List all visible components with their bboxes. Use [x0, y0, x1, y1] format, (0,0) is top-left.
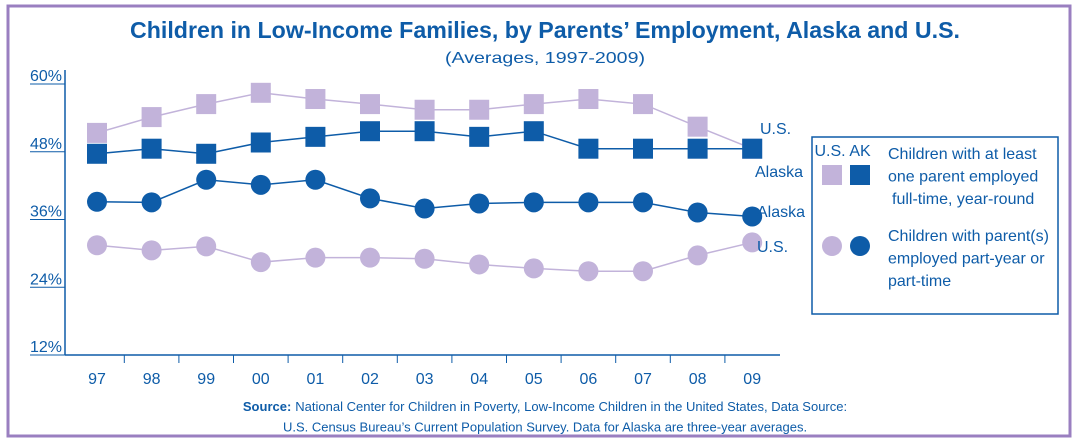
x-tick-label: 97 [88, 371, 106, 388]
marker [578, 192, 599, 213]
marker [141, 138, 162, 159]
x-tick-label: 01 [307, 371, 325, 388]
chart-subtitle: (Averages, 1997-2009) [445, 50, 645, 67]
marker [414, 121, 435, 142]
marker [687, 116, 708, 137]
marker [360, 121, 380, 142]
y-tick-label: 24% [30, 271, 62, 288]
marker [141, 107, 162, 128]
series-label: U.S. [760, 121, 791, 138]
x-tick-label: 05 [525, 371, 543, 388]
marker [523, 121, 544, 142]
marker [414, 198, 435, 219]
marker [742, 138, 763, 159]
series-label: U.S. [757, 239, 788, 256]
legend-label: Children with parent(s) [888, 228, 1049, 245]
marker [360, 247, 380, 268]
marker [360, 188, 380, 209]
legend-marker [850, 165, 870, 185]
legend-label: employed part-year or [888, 251, 1045, 268]
y-tick-label: 60% [30, 68, 62, 85]
legend-marker [850, 236, 870, 256]
legend-marker [822, 165, 842, 185]
marker [523, 192, 544, 213]
marker [196, 94, 217, 115]
x-tick-label: 07 [634, 371, 652, 388]
marker [469, 126, 490, 147]
marker [687, 138, 708, 159]
marker [742, 232, 763, 253]
marker [141, 240, 162, 261]
marker [578, 138, 599, 159]
marker [305, 169, 326, 190]
x-tick-label: 03 [416, 371, 434, 388]
x-tick-label: 06 [580, 371, 598, 388]
x-tick-label: 09 [743, 371, 761, 388]
marker [360, 94, 380, 115]
marker [87, 235, 107, 256]
legend-label: one parent employed [888, 169, 1038, 186]
marker [687, 202, 708, 223]
marker [523, 94, 544, 115]
marker [196, 143, 217, 164]
marker [196, 236, 217, 257]
marker [523, 258, 544, 279]
legend-marker [822, 236, 842, 256]
marker [250, 174, 271, 195]
legend-header: AK [849, 143, 871, 160]
marker [469, 99, 490, 120]
marker [633, 94, 653, 115]
marker [633, 138, 653, 159]
x-tick-label: 08 [689, 371, 707, 388]
marker [305, 126, 326, 147]
marker [633, 261, 653, 282]
y-tick-label: 48% [30, 136, 62, 153]
y-tick-label: 36% [30, 204, 62, 221]
x-tick-label: 98 [143, 371, 161, 388]
y-tick-label: 12% [30, 339, 62, 356]
legend-label: Children with at least [888, 146, 1037, 163]
source-text: U.S. Census Bureau’s Current Population … [283, 419, 807, 434]
x-tick-label: 02 [361, 371, 379, 388]
legend-label: full-time, year-round [892, 191, 1034, 208]
marker [87, 191, 107, 212]
legend-label: part-time [888, 273, 951, 290]
marker [578, 261, 599, 282]
series-label: Alaska [757, 204, 805, 221]
marker [742, 206, 763, 227]
marker [141, 192, 162, 213]
marker [250, 252, 271, 273]
x-tick-label: 04 [470, 371, 488, 388]
marker [305, 89, 326, 110]
x-tick-label: 99 [197, 371, 215, 388]
x-tick-label: 00 [252, 371, 270, 388]
marker [305, 247, 326, 268]
source: Source: National Center for Children in P… [243, 399, 847, 414]
marker [87, 122, 107, 143]
chart-title: Children in Low-Income Families, by Pare… [130, 17, 960, 43]
source-label: Source: [243, 399, 291, 414]
marker [250, 82, 271, 103]
marker [414, 99, 435, 120]
marker [196, 169, 217, 190]
marker [633, 192, 653, 213]
series-label: Alaska [755, 164, 803, 181]
marker [469, 254, 490, 275]
marker [687, 245, 708, 266]
source-text: National Center for Children in Poverty,… [295, 399, 847, 414]
marker [578, 89, 599, 110]
marker [250, 132, 271, 153]
marker [414, 248, 435, 269]
marker [87, 143, 107, 164]
legend-header: U.S. [814, 143, 845, 160]
marker [469, 193, 490, 214]
